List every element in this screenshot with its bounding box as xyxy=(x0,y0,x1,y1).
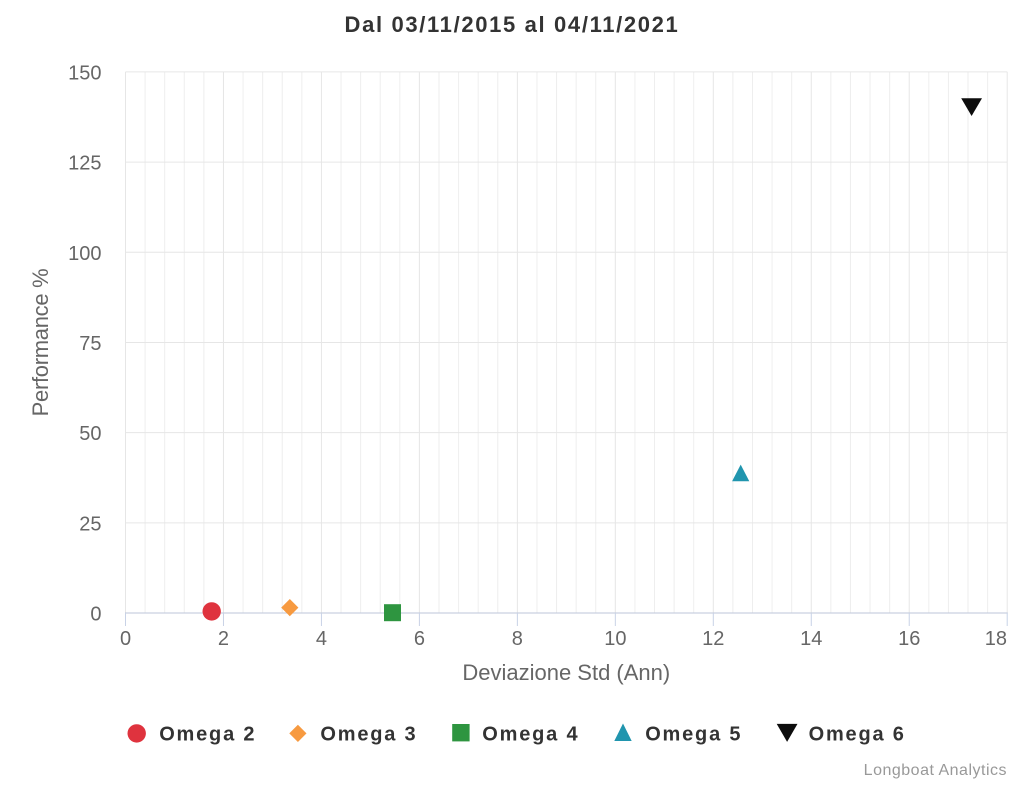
svg-text:14: 14 xyxy=(800,628,822,650)
svg-text:150: 150 xyxy=(68,63,101,85)
svg-text:12: 12 xyxy=(702,628,724,650)
svg-text:Omega 4: Omega 4 xyxy=(482,723,579,745)
svg-text:100: 100 xyxy=(68,243,101,265)
svg-text:8: 8 xyxy=(512,628,523,650)
svg-text:4: 4 xyxy=(316,628,327,650)
svg-text:0: 0 xyxy=(90,604,101,626)
svg-text:Deviazione Std (Ann): Deviazione Std (Ann) xyxy=(462,660,670,685)
svg-text:25: 25 xyxy=(79,513,101,535)
svg-text:10: 10 xyxy=(604,628,626,650)
svg-text:16: 16 xyxy=(898,628,920,650)
svg-text:Omega 5: Omega 5 xyxy=(645,723,742,745)
svg-text:Omega 6: Omega 6 xyxy=(809,723,906,745)
svg-text:6: 6 xyxy=(414,628,425,650)
svg-text:Omega 3: Omega 3 xyxy=(320,723,417,745)
svg-text:50: 50 xyxy=(79,423,101,445)
svg-text:Longboat Analytics: Longboat Analytics xyxy=(864,762,1007,779)
svg-text:Performance %: Performance % xyxy=(28,269,53,417)
svg-text:75: 75 xyxy=(79,333,101,355)
svg-text:Omega 2: Omega 2 xyxy=(159,723,256,745)
svg-text:Dal 03/11/2015 al 04/11/2021: Dal 03/11/2015 al 04/11/2021 xyxy=(345,12,680,37)
svg-text:18: 18 xyxy=(985,628,1007,650)
svg-text:0: 0 xyxy=(120,628,131,650)
svg-text:125: 125 xyxy=(68,153,101,175)
svg-text:2: 2 xyxy=(218,628,229,650)
